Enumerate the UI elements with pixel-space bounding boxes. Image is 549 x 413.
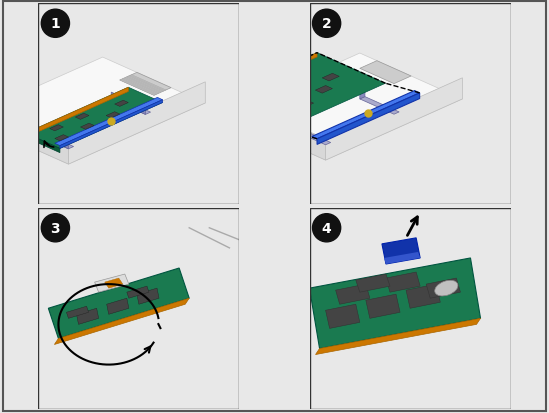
Polygon shape	[54, 299, 189, 344]
Circle shape	[41, 10, 70, 38]
Polygon shape	[0, 58, 205, 165]
Polygon shape	[384, 252, 420, 264]
Text: 4: 4	[322, 221, 332, 235]
Text: 3: 3	[51, 221, 60, 235]
Circle shape	[312, 10, 341, 38]
Polygon shape	[322, 74, 339, 82]
Polygon shape	[296, 101, 313, 109]
Polygon shape	[75, 114, 89, 120]
Polygon shape	[223, 54, 462, 161]
Polygon shape	[426, 278, 461, 299]
Polygon shape	[122, 79, 158, 95]
Polygon shape	[115, 101, 128, 107]
Polygon shape	[310, 259, 480, 349]
Polygon shape	[120, 80, 156, 96]
Polygon shape	[34, 132, 74, 150]
Polygon shape	[137, 288, 159, 304]
Polygon shape	[48, 268, 189, 339]
Polygon shape	[223, 94, 326, 161]
Circle shape	[41, 214, 70, 242]
Circle shape	[312, 214, 341, 242]
Polygon shape	[382, 238, 420, 264]
Polygon shape	[276, 114, 293, 122]
Polygon shape	[55, 135, 69, 141]
Polygon shape	[292, 116, 296, 130]
Polygon shape	[34, 127, 69, 150]
Polygon shape	[55, 98, 163, 146]
Polygon shape	[107, 299, 129, 315]
Polygon shape	[335, 285, 370, 304]
Polygon shape	[360, 62, 411, 84]
Polygon shape	[66, 306, 88, 318]
Bar	[38, 4, 239, 205]
Polygon shape	[60, 100, 163, 149]
Polygon shape	[111, 97, 150, 115]
Polygon shape	[215, 54, 317, 104]
Polygon shape	[386, 273, 420, 292]
Polygon shape	[292, 128, 330, 145]
Polygon shape	[215, 54, 385, 130]
Polygon shape	[127, 287, 149, 299]
Ellipse shape	[435, 281, 458, 296]
Polygon shape	[76, 309, 99, 325]
Polygon shape	[120, 73, 171, 96]
Polygon shape	[356, 274, 390, 292]
Bar	[38, 208, 239, 409]
Polygon shape	[0, 98, 69, 165]
Polygon shape	[215, 99, 283, 134]
Polygon shape	[130, 76, 166, 92]
Polygon shape	[315, 86, 333, 94]
Polygon shape	[259, 99, 276, 107]
Polygon shape	[316, 318, 480, 355]
Polygon shape	[81, 124, 94, 130]
Polygon shape	[26, 134, 60, 153]
Polygon shape	[326, 304, 360, 329]
Polygon shape	[406, 285, 440, 309]
Polygon shape	[49, 126, 63, 131]
Polygon shape	[360, 97, 399, 115]
Polygon shape	[317, 94, 419, 145]
Polygon shape	[111, 93, 145, 115]
Text: 2: 2	[322, 17, 332, 31]
Polygon shape	[26, 88, 163, 149]
Polygon shape	[284, 80, 301, 88]
Polygon shape	[94, 274, 129, 292]
Polygon shape	[69, 83, 205, 165]
Polygon shape	[125, 78, 161, 94]
Text: 1: 1	[51, 17, 60, 31]
Polygon shape	[360, 86, 365, 100]
Polygon shape	[127, 76, 164, 93]
Polygon shape	[326, 78, 462, 161]
Polygon shape	[26, 88, 128, 138]
Polygon shape	[366, 294, 400, 318]
Polygon shape	[312, 91, 419, 140]
Bar	[310, 208, 511, 409]
Polygon shape	[106, 112, 120, 119]
Polygon shape	[105, 278, 123, 288]
Bar	[310, 4, 511, 205]
